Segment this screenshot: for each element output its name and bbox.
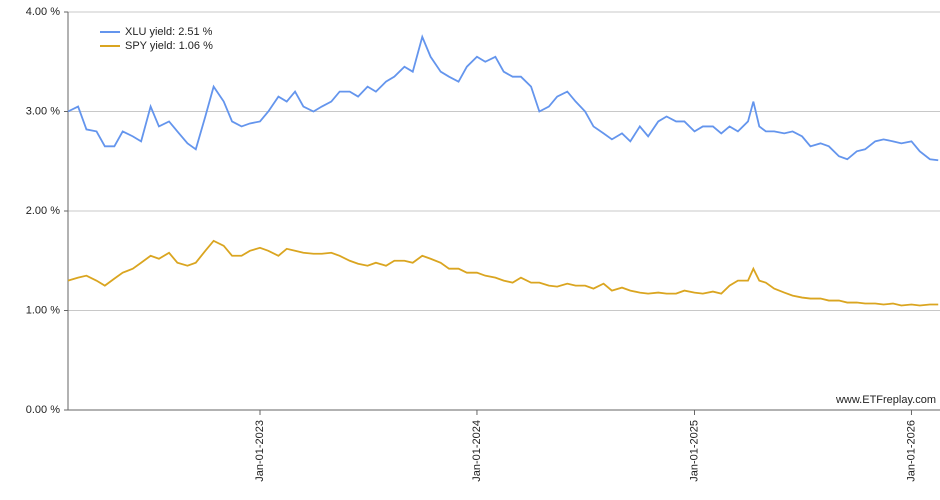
y-tick-label: 4.00 %: [26, 6, 60, 18]
y-tick-label: 2.00 %: [26, 205, 60, 217]
y-tick-label: 3.00 %: [26, 105, 60, 117]
watermark: www.ETFreplay.com: [835, 394, 936, 406]
legend-label: SPY yield: 1.06 %: [125, 40, 213, 52]
y-tick-label: 1.00 %: [26, 304, 60, 316]
x-tick-label: Jan-01-2025: [688, 420, 700, 482]
series-line: [67, 239, 939, 307]
series-line: [67, 34, 939, 162]
legend-label: XLU yield: 2.51 %: [125, 26, 213, 38]
x-tick-label: Jan-01-2023: [254, 420, 266, 482]
x-tick-label: Jan-01-2024: [471, 420, 483, 482]
y-tick-label: 0.00 %: [26, 404, 60, 416]
x-tick-label: Jan-01-2026: [905, 420, 917, 482]
